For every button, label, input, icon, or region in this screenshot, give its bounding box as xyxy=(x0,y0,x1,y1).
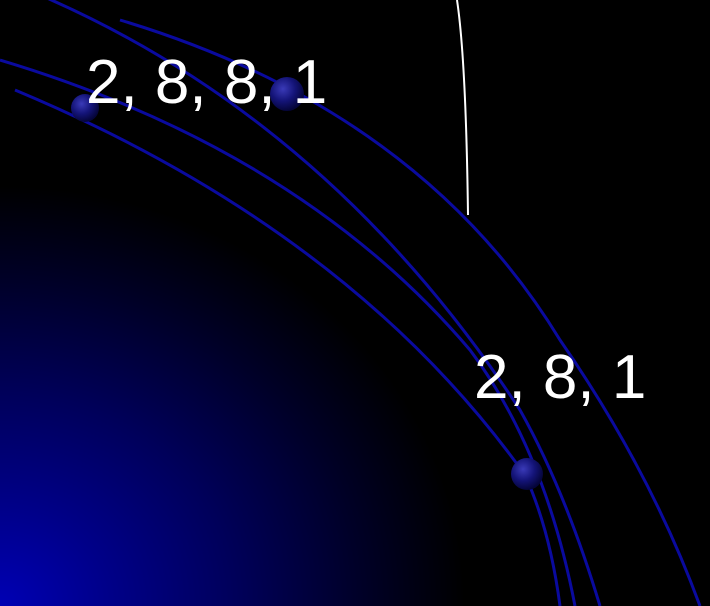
electron-2 xyxy=(270,77,304,111)
electron-configuration-outer-label: 2, 8, 8, 1 xyxy=(86,48,328,117)
electron-1 xyxy=(71,94,99,122)
pointer-line xyxy=(456,0,469,216)
electron-3 xyxy=(511,458,543,490)
electron-configuration-inner-label: 2, 8, 1 xyxy=(474,343,647,412)
orbit-shell-1 xyxy=(47,0,602,606)
orbit-shell-2 xyxy=(14,88,562,606)
orbit-shell-3 xyxy=(0,58,577,606)
orbit-shell-4 xyxy=(119,18,702,606)
